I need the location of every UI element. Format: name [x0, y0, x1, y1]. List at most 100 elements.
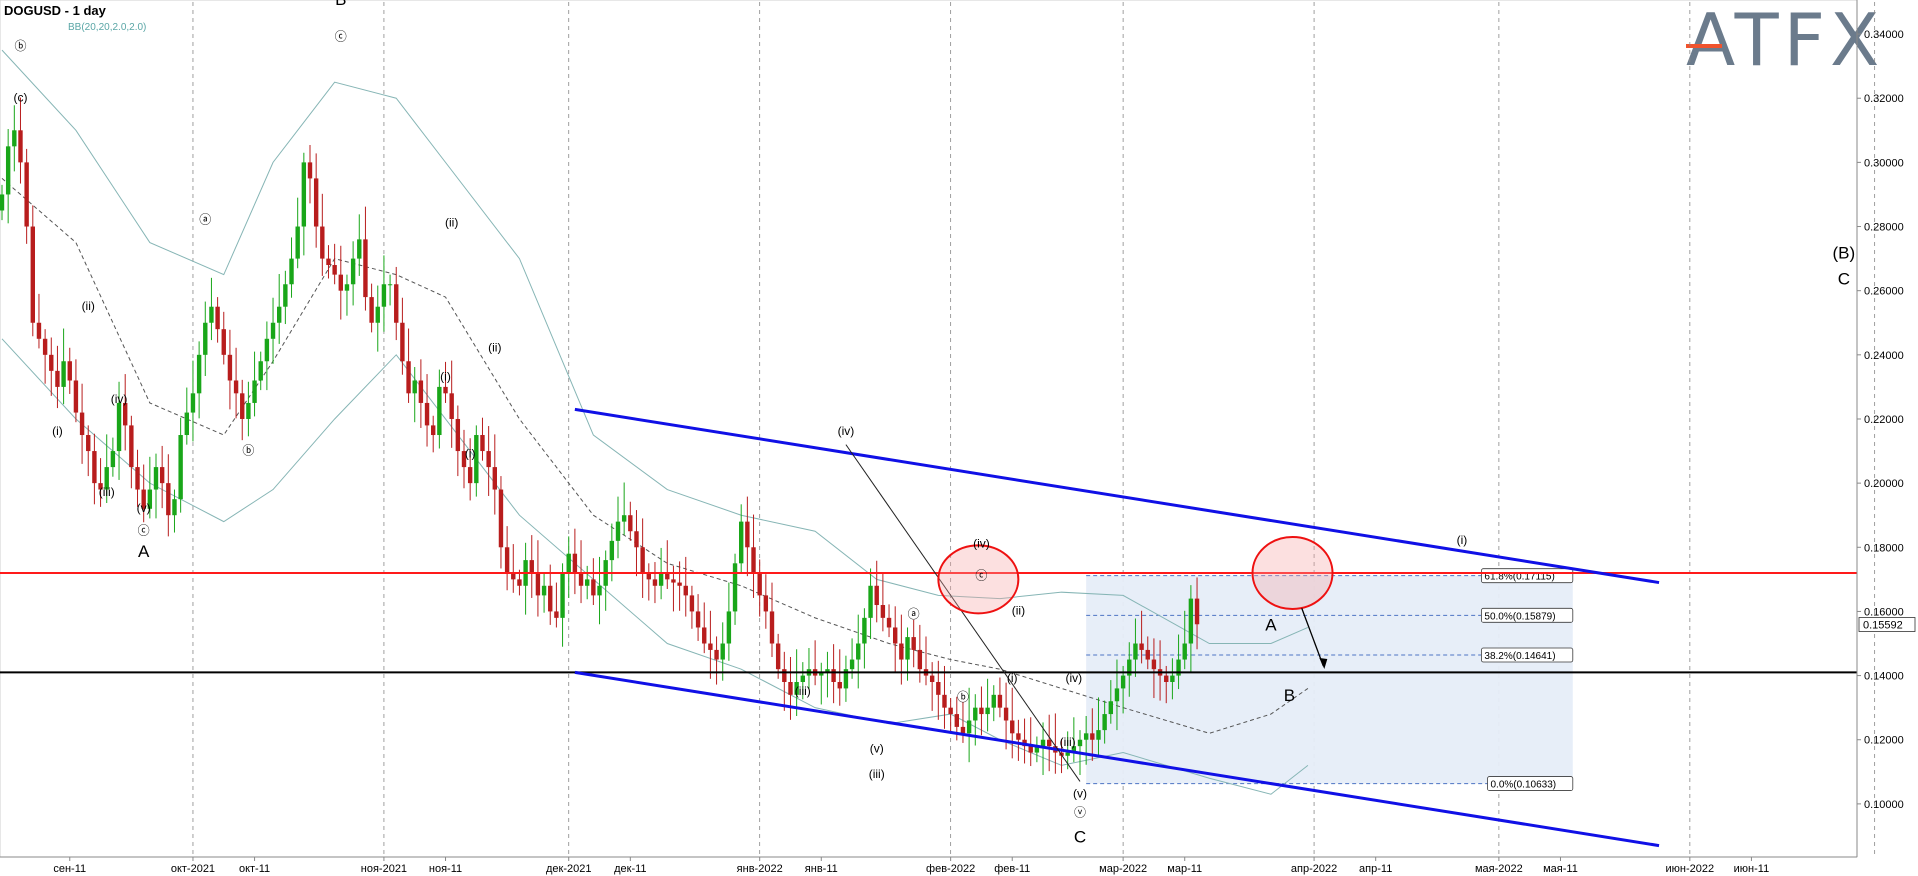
x-tick-label: дек-11	[614, 863, 646, 875]
candle-body	[424, 402, 430, 426]
candle-body	[942, 694, 947, 708]
candle-body	[788, 682, 793, 695]
fib-label: 0.0%(0.10633)	[1491, 780, 1557, 791]
candle-body	[782, 669, 787, 682]
candle-body	[504, 547, 510, 573]
wave-label: (i)	[465, 446, 476, 460]
candle-body	[1194, 598, 1200, 625]
candle-body	[1090, 733, 1095, 740]
projection-arrow-head	[1319, 657, 1328, 669]
candle-body	[252, 380, 257, 403]
wave-label: ⓒ	[335, 29, 347, 43]
candle-body	[18, 130, 23, 163]
candle-body	[98, 483, 103, 490]
wave-label: (v)	[870, 742, 884, 756]
candle-body	[929, 675, 935, 682]
brand-logo-accent	[1686, 44, 1722, 48]
wave-label: (iii)	[99, 485, 115, 499]
candle-body	[1047, 739, 1052, 747]
bollinger-upper	[1, 49, 1309, 645]
candle-body	[86, 435, 91, 452]
x-tick-label: апр-2022	[1291, 863, 1337, 875]
candle-body	[73, 380, 79, 413]
y-tick-label: 0.16000	[1864, 606, 1904, 618]
candle-body	[363, 239, 368, 298]
candle-body	[431, 425, 436, 436]
candle-body	[1016, 733, 1021, 740]
projection-arrow-line	[1301, 607, 1324, 667]
candle-body	[12, 130, 17, 147]
candle-body	[283, 284, 288, 307]
candle-body	[492, 467, 497, 490]
y-tick-label: 0.26000	[1864, 286, 1904, 298]
candle-body	[1120, 675, 1126, 689]
candle-body	[954, 714, 959, 727]
channel-lower	[574, 670, 1660, 848]
wave-label: (v)	[1073, 786, 1087, 800]
candle-body	[960, 726, 966, 734]
candle-body	[209, 306, 214, 323]
wave-label: C	[1074, 827, 1086, 846]
candle-body	[153, 467, 159, 490]
wave-label: (c)	[13, 90, 27, 104]
x-tick-label: мар-2022	[1099, 863, 1147, 875]
candle-body	[320, 226, 325, 259]
candle-body	[689, 595, 695, 612]
candle-body	[387, 284, 393, 286]
candle-body	[973, 707, 978, 721]
wave-label: (ii)	[488, 341, 501, 355]
candle-body	[585, 579, 590, 586]
candle-body	[449, 393, 454, 419]
wave-label: C	[1838, 269, 1850, 288]
candle-body	[640, 547, 645, 573]
y-tick-label: 0.24000	[1864, 350, 1904, 362]
candle-body	[751, 547, 756, 573]
candle-body	[55, 370, 60, 387]
candle-body	[338, 274, 343, 291]
candle-body	[49, 354, 54, 371]
candle-body	[1164, 675, 1169, 682]
fib-label-box	[1481, 607, 1574, 623]
candle-body	[418, 380, 424, 403]
annotations-layer: ⓑ (c) (i) (ii) (iv) (iii) (v) ⓒ Aⓐ ⓑ Bⓒ (ii) (i) (ii)…	[13, 0, 1855, 846]
y-tick-label: 0.30000	[1864, 157, 1904, 169]
candle-body	[1096, 730, 1101, 740]
candle-body	[800, 675, 805, 682]
candle-body	[529, 560, 534, 573]
wave-label: A	[138, 542, 150, 561]
wave-label: (ii)	[1012, 604, 1025, 618]
candle-body	[732, 563, 738, 612]
candle-body	[437, 386, 442, 436]
wave-label: B	[1284, 686, 1295, 705]
y-tick-label: 0.18000	[1864, 542, 1904, 554]
highlight-circle	[937, 544, 1020, 615]
candle-body	[307, 162, 313, 179]
x-tick-label: ноя-2021	[361, 863, 407, 875]
y-tick-label: 0.14000	[1864, 671, 1904, 683]
candle-body	[394, 284, 399, 323]
wave-label: (ii)	[445, 216, 458, 230]
candle-body	[609, 540, 615, 561]
fib-label-box	[1487, 776, 1574, 791]
candle-body	[104, 467, 109, 490]
x-tick-label: мая-2022	[1475, 863, 1523, 875]
candle-body	[874, 585, 879, 606]
candle-body	[406, 361, 411, 394]
candle-body	[856, 643, 861, 660]
candle-body	[621, 515, 627, 522]
candle-body	[215, 306, 220, 330]
wave-label: (iii)	[795, 684, 811, 698]
candle-body	[498, 489, 504, 548]
candle-body	[455, 418, 461, 452]
candle-body	[634, 531, 639, 548]
wave-label: (iv)	[111, 392, 128, 406]
candle-body	[683, 585, 688, 596]
wave-label: B	[335, 0, 346, 9]
x-tick-label: ноя-11	[429, 863, 462, 875]
grid-layer	[0, 0, 1876, 858]
candle-body	[313, 178, 319, 227]
candle-body	[714, 649, 719, 660]
fibonacci-layer: 61.8%(0.17115) 50.0%(0.15879) 38.2%(0.1464…	[1086, 568, 1574, 791]
wave-label: ⓑ	[14, 39, 26, 53]
